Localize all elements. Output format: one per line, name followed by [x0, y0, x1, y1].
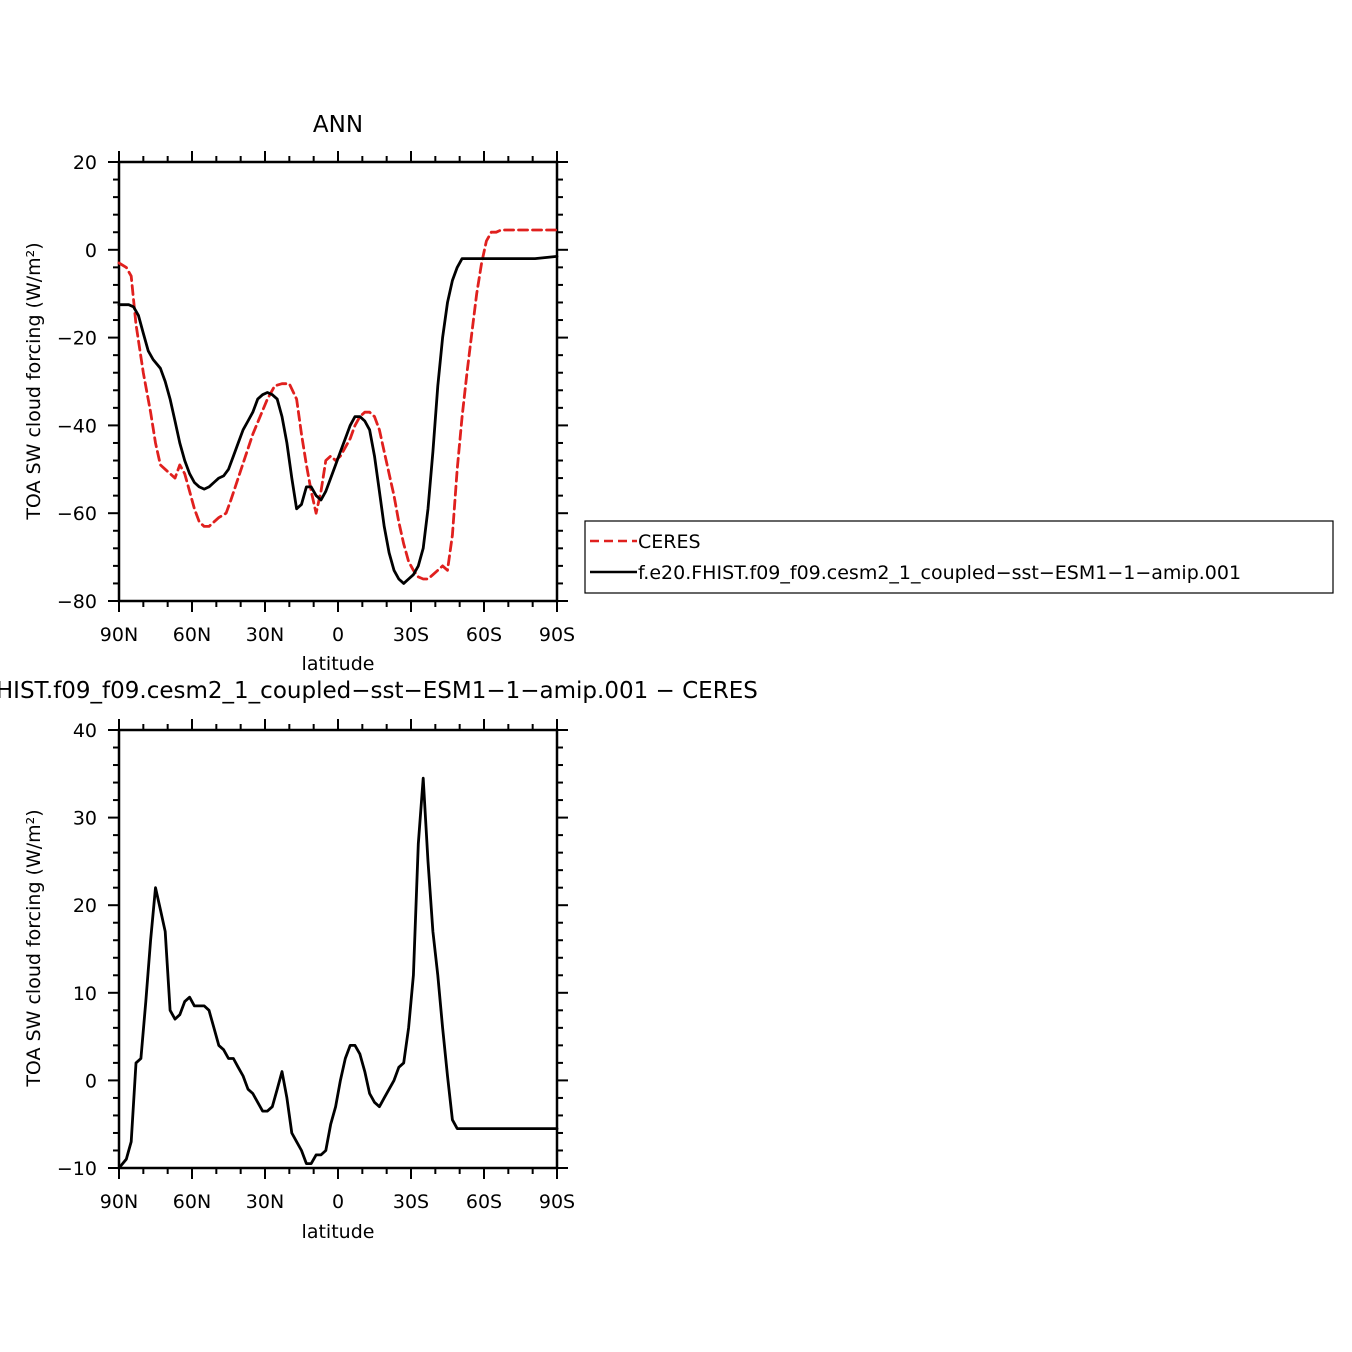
top-series: [117, 228, 559, 585]
top-y-tick-label: 0: [85, 240, 97, 262]
bottom-x-tick-label: 60S: [466, 1191, 502, 1213]
top-y-tick-label: −60: [57, 503, 97, 525]
legend: CERES f.e20.FHIST.f09_f09.cesm2_1_couple…: [584, 520, 1334, 594]
bottom-x-tick-label: 90N: [100, 1191, 138, 1213]
top-y-tick-label: −80: [57, 591, 97, 613]
top-x-tick-label: 30N: [246, 624, 284, 646]
top-y-tick-label: −40: [57, 415, 97, 437]
bottom-panel: f.e20.FHIST.f09_f09.cesm2_1_coupled−sst−…: [0, 678, 758, 1243]
legend-box: [584, 520, 1334, 594]
top-x-tick-label: 60S: [466, 624, 502, 646]
bottom-y-tick-label: 20: [73, 895, 97, 917]
top-series-model-line: [117, 254, 559, 585]
top-plot-frame: [117, 160, 559, 603]
bottom-ticks: 90N 60N 30N 0 30S 60S 90S 40 30 20 10 0 −10: [57, 719, 575, 1213]
top-panel: ANN TOA SW cloud forcing (W/m²) latitude…: [23, 112, 1334, 675]
top-axes: [117, 160, 559, 603]
bottom-y-axis-label: TOA SW cloud forcing (W/m²): [23, 809, 45, 1087]
top-x-tick-label: 0: [332, 624, 344, 646]
bottom-y-tick-label: 0: [85, 1070, 97, 1092]
top-y-tick-label: 20: [73, 152, 97, 174]
bottom-chart-title: f.e20.FHIST.f09_f09.cesm2_1_coupled−sst−…: [0, 678, 758, 704]
legend-label-ceres: CERES: [638, 531, 701, 553]
bottom-plot-frame: [117, 728, 559, 1170]
bottom-x-tick-label: 60N: [173, 1191, 211, 1213]
top-y-axis-label: TOA SW cloud forcing (W/m²): [23, 242, 45, 520]
bottom-x-tick-label: 90S: [539, 1191, 575, 1213]
legend-label-model: f.e20.FHIST.f09_f09.cesm2_1_coupled−sst−…: [638, 562, 1241, 584]
top-x-tick-label: 30S: [393, 624, 429, 646]
top-x-tick-label: 60N: [173, 624, 211, 646]
top-series-ceres-line: [117, 228, 559, 581]
bottom-y-tick-label: 30: [73, 808, 97, 830]
top-x-tick-label: 90S: [539, 624, 575, 646]
bottom-series-model-line: [117, 776, 559, 1170]
bottom-y-tick-label: 10: [73, 983, 97, 1005]
top-x-tick-label: 90N: [100, 624, 138, 646]
bottom-x-tick-label: 30S: [393, 1191, 429, 1213]
bottom-axes: [117, 728, 559, 1170]
top-y-tick-label: −20: [57, 328, 97, 350]
bottom-y-tick-label: 40: [73, 720, 97, 742]
bottom-series: [117, 776, 559, 1170]
top-x-axis-label: latitude: [302, 653, 375, 675]
bottom-x-axis-label: latitude: [302, 1221, 375, 1243]
top-chart-title: ANN: [313, 112, 363, 138]
bottom-x-tick-label: 0: [332, 1191, 344, 1213]
top-ticks: 90N 60N 30N 0 30S 60S 90S 20 0 −20 −40 −60 −80: [57, 151, 575, 646]
bottom-x-tick-label: 30N: [246, 1191, 284, 1213]
bottom-y-tick-label: −10: [57, 1158, 97, 1180]
